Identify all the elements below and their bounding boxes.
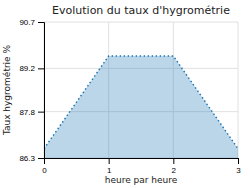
y-tick: 87.8: [19, 108, 44, 117]
x-tick-label: 0: [42, 166, 47, 175]
y-tick: 90.7: [19, 18, 44, 27]
x-tick: 3: [236, 158, 241, 175]
y-axis: 86.3 87.8 89.2 90.7: [19, 18, 44, 163]
y-tick: 86.3: [19, 154, 44, 163]
y-tick-label: 87.8: [19, 108, 35, 117]
y-tick-label: 90.7: [19, 18, 35, 27]
y-tick-label: 89.2: [19, 64, 35, 73]
x-tick-label: 3: [236, 166, 241, 175]
y-tick-mark: [38, 158, 44, 159]
line: [44, 56, 238, 149]
x-tick: 0: [42, 158, 47, 175]
x-tick-label: 1: [107, 166, 112, 175]
title: Evolution du taux d'hygrométrie: [52, 4, 230, 17]
grid: [44, 22, 238, 158]
y-axis-title: Taux hygrométrie %: [2, 44, 12, 136]
plot: 0 1 2 3 86.3 87.8 89.2 90.7: [19, 18, 241, 175]
x-tick-mark: [238, 158, 239, 164]
x-tick: 1: [107, 158, 112, 175]
x-axis: 0 1 2 3: [42, 158, 241, 175]
x-tick-mark: [109, 158, 110, 164]
x-tick-mark: [173, 158, 174, 164]
y-axis-line: [38, 23, 45, 159]
marks: [44, 56, 238, 158]
y-tick-mark: [38, 68, 44, 69]
x-axis-line: [45, 159, 239, 165]
x-tick-label: 2: [172, 166, 177, 175]
x-tick: 2: [172, 158, 177, 175]
x-axis-title: heure par heure: [105, 175, 178, 185]
y-tick-mark: [38, 112, 44, 113]
y-tick: 89.2: [19, 64, 44, 73]
grid-line-y: [44, 22, 238, 23]
y-tick-label: 86.3: [19, 154, 35, 163]
area: [44, 56, 238, 158]
grid-line-x: [238, 22, 239, 158]
chart: 0 1 2 3 86.3 87.8 89.2 90.7 Evolution du taux d'…: [0, 0, 250, 188]
y-tick-mark: [38, 22, 44, 23]
